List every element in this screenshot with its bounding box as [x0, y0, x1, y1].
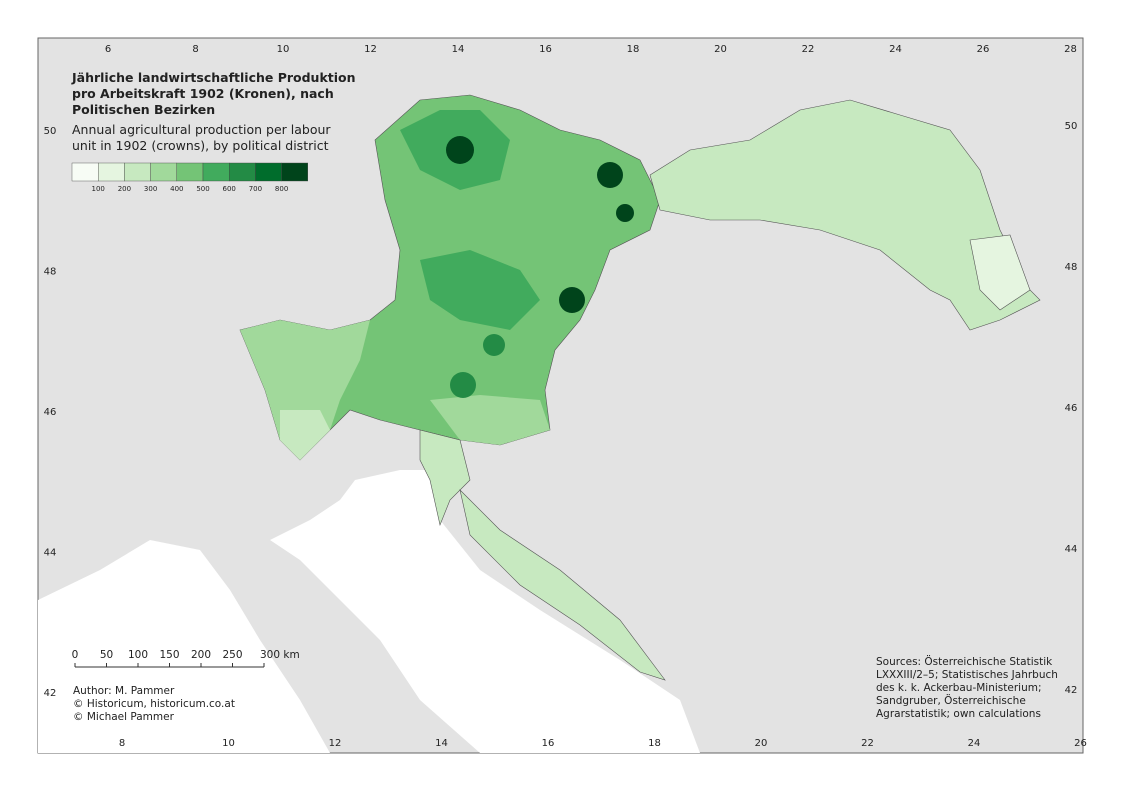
- legend-label: 700: [249, 185, 262, 193]
- latitude-label: 46: [44, 407, 57, 418]
- longitude-label: 14: [452, 44, 465, 55]
- scale-label: 50: [100, 649, 113, 661]
- legend-swatch: [176, 162, 204, 182]
- longitude-label: 26: [977, 44, 990, 55]
- longitude-label: 10: [222, 738, 235, 749]
- title: Jährliche landwirtschaftliche Produktion: [71, 70, 356, 85]
- longitude-label: 14: [435, 738, 448, 749]
- legend-label: 300: [144, 185, 157, 193]
- longitude-label: 10: [277, 44, 290, 55]
- legend-swatch: [255, 162, 282, 182]
- legend-label: 600: [223, 185, 236, 193]
- longitude-label: 18: [648, 738, 661, 749]
- region: [419, 429, 471, 527]
- longitude-label: 16: [539, 44, 552, 55]
- region: [240, 320, 370, 460]
- scale-label: 0: [72, 649, 79, 661]
- title: Politischen Bezirken: [72, 102, 215, 117]
- longitude-label: 24: [889, 44, 902, 55]
- longitude-label: 20: [714, 44, 727, 55]
- scale-label: 250: [222, 649, 242, 661]
- latitude-label: 50: [1065, 121, 1078, 132]
- legend-swatch: [281, 162, 309, 182]
- longitude-label: 6: [105, 44, 111, 55]
- sea: [270, 470, 700, 753]
- sources: Sources: Österreichische Statistik: [876, 655, 1053, 668]
- legend-label: 800: [275, 185, 288, 193]
- latitude-label: 48: [44, 267, 57, 278]
- region: [969, 234, 1031, 311]
- legend-swatch: [124, 162, 151, 182]
- latitude-label: 42: [1065, 685, 1078, 696]
- longitude-label: 22: [802, 44, 815, 55]
- region: [483, 334, 505, 356]
- legend-label: 100: [92, 185, 105, 193]
- sources: LXXXIII/2–5; Statistisches Jahrbuch: [876, 669, 1058, 681]
- region: [450, 372, 476, 398]
- region: [459, 489, 666, 681]
- region: [649, 99, 1041, 331]
- legend-label: 200: [118, 185, 131, 193]
- region: [430, 395, 550, 445]
- region: [559, 287, 585, 313]
- legend-label: 400: [170, 185, 183, 193]
- legend-swatch: [71, 162, 99, 182]
- scale-label: 150: [159, 649, 179, 661]
- credit: © Historicum, historicum.co.at: [73, 698, 235, 710]
- longitude-label: 20: [755, 738, 768, 749]
- region: [420, 250, 540, 330]
- sources: Agrarstatistik; own calculations: [876, 708, 1041, 720]
- latitude-label: 48: [1065, 262, 1078, 273]
- region: [616, 204, 634, 222]
- latitude-label: 50: [44, 126, 57, 137]
- region: [597, 162, 623, 188]
- legend-swatch: [150, 162, 178, 182]
- latitude-label: 44: [1065, 544, 1078, 555]
- subtitle: unit in 1902 (crowns), by political dist…: [72, 138, 329, 153]
- region: [446, 136, 474, 164]
- longitude-label: 8: [119, 738, 125, 749]
- title: pro Arbeitskraft 1902 (Kronen), nach: [72, 86, 334, 101]
- longitude-label: 12: [364, 44, 377, 55]
- scale-label: 200: [191, 649, 211, 661]
- longitude-label: 18: [627, 44, 640, 55]
- legend-swatch: [228, 162, 256, 182]
- longitude-label: 26: [1074, 738, 1087, 749]
- latitude-label: 46: [1065, 403, 1078, 414]
- sources: Sandgruber, Österreichische: [876, 694, 1026, 707]
- scale-label: 300 km: [260, 649, 300, 661]
- longitude-label: 16: [542, 738, 555, 749]
- latitude-label: 44: [44, 548, 57, 559]
- credit: Author: M. Pammer: [73, 685, 175, 697]
- credit: © Michael Pammer: [73, 711, 175, 723]
- legend-label: 500: [196, 185, 209, 193]
- longitude-label: 12: [329, 738, 342, 749]
- scale-label: 100: [128, 649, 148, 661]
- longitude-label: 22: [861, 738, 874, 749]
- latitude-label: 42: [44, 688, 57, 699]
- sources: des k. k. Ackerbau-Ministerium;: [876, 682, 1042, 694]
- region: [280, 410, 330, 460]
- subtitle: Annual agricultural production per labou…: [72, 122, 331, 137]
- sea: [38, 540, 330, 753]
- legend-swatch: [97, 162, 125, 182]
- longitude-label: 24: [968, 738, 981, 749]
- legend-swatch: [202, 162, 230, 182]
- longitude-label: 8: [192, 44, 198, 55]
- longitude-label: 28: [1064, 44, 1077, 55]
